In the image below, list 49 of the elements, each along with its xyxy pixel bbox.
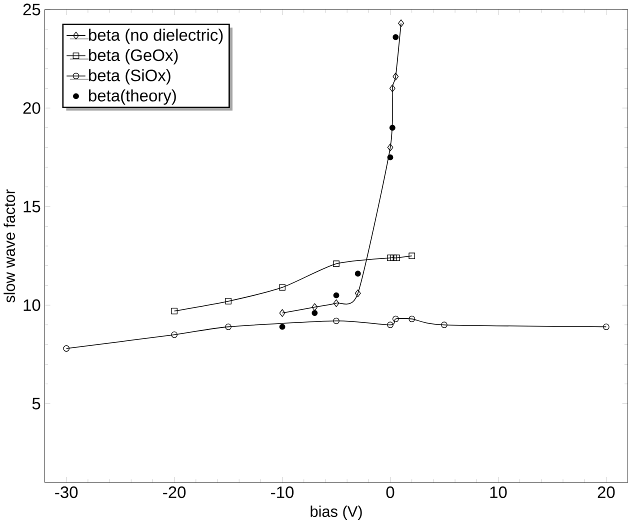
point [389, 124, 396, 131]
point [392, 316, 399, 322]
point [312, 310, 318, 316]
legend-label: beta (SiOx) [89, 69, 170, 85]
point [171, 308, 178, 314]
point [387, 144, 394, 152]
x-tick-label: -30 [55, 486, 78, 498]
point [312, 303, 318, 312]
y-tick-label: 15 [24, 201, 40, 213]
point [392, 34, 399, 40]
point [333, 260, 340, 268]
legend-label: beta (GeOx) [89, 49, 178, 65]
point [389, 84, 396, 92]
point [354, 270, 361, 277]
legend-label: beta(theory) [89, 90, 176, 105]
point [279, 284, 286, 291]
point [354, 290, 361, 298]
y-tick-label: 5 [32, 398, 40, 410]
point [390, 254, 397, 262]
point [603, 324, 610, 330]
point [333, 299, 340, 308]
y-tick-label: 25 [23, 4, 40, 16]
point [392, 72, 399, 81]
x-tick-label: -10 [271, 486, 294, 498]
point [408, 252, 416, 260]
point [333, 318, 340, 324]
y-axis-title: slow wave factor [4, 190, 15, 303]
point [398, 20, 404, 28]
point [387, 322, 394, 328]
x-tick-label: -20 [163, 486, 186, 498]
point [225, 298, 232, 305]
point [333, 292, 340, 298]
point [387, 254, 394, 262]
x-tick-label: 0 [386, 486, 394, 498]
point [441, 322, 448, 328]
point [279, 324, 286, 330]
point [225, 324, 232, 330]
point [279, 309, 286, 318]
x-tick-label: 20 [598, 486, 615, 498]
y-tick-label: 20 [23, 102, 40, 114]
point [394, 254, 400, 262]
legend-label: beta (no dielectric) [89, 28, 223, 44]
point [171, 332, 178, 338]
x-axis-title: bias (V) [310, 506, 362, 520]
x-tick-label: 10 [490, 486, 507, 498]
y-tick-label: 10 [24, 299, 40, 312]
point [387, 154, 394, 160]
point [408, 316, 416, 322]
point [63, 345, 70, 352]
